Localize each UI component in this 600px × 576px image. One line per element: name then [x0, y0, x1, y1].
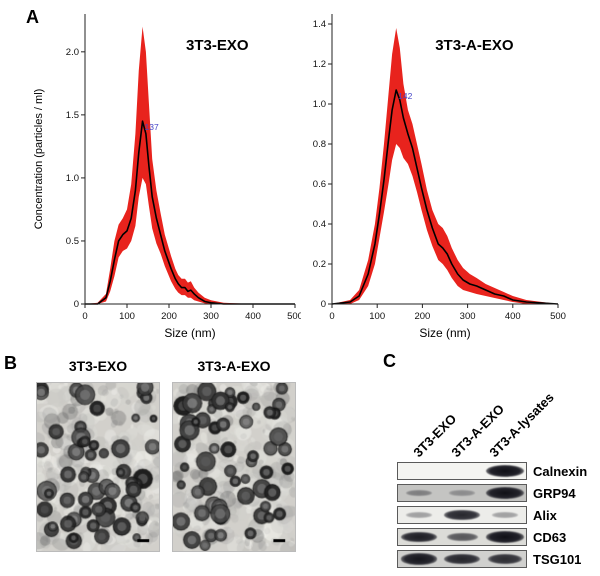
- svg-text:200: 200: [161, 311, 177, 322]
- blot-row-calnexin: Calnexin: [397, 462, 587, 480]
- svg-text:0.8: 0.8: [313, 139, 326, 150]
- em-title-3t3-a-exo: 3T3-A-EXO: [197, 358, 271, 374]
- svg-text:0.6: 0.6: [313, 179, 326, 190]
- svg-text:500: 500: [287, 311, 301, 322]
- blot-band: [446, 532, 478, 542]
- blot-band: [492, 512, 518, 518]
- svg-text:Size (nm): Size (nm): [164, 326, 215, 340]
- svg-text:400: 400: [505, 311, 521, 322]
- svg-text:1.0: 1.0: [66, 173, 79, 184]
- panel-b-label: B: [4, 353, 17, 373]
- svg-text:Size (nm): Size (nm): [419, 326, 470, 340]
- svg-text:400: 400: [245, 311, 261, 322]
- em-image-3t3-a-exo: [172, 382, 296, 552]
- nta-chart-3t3-exo: 0 0.5 1.0 1.5 2.0 0 100 200 300 400 500 Size (nm) Co…: [33, 14, 301, 340]
- svg-text:300: 300: [460, 311, 476, 322]
- svg-text:0.5: 0.5: [66, 236, 79, 247]
- lane-labels: 3T3-EXO 3T3-A-EXO 3T3-A-lysates: [397, 356, 597, 460]
- blot-strip-cd63: [397, 528, 527, 546]
- svg-text:500: 500: [550, 311, 566, 322]
- svg-text:142: 142: [398, 91, 412, 101]
- panel-a-label: A: [26, 7, 39, 27]
- lane-label-3t3-a-lysates: 3T3-A-lysates: [486, 389, 557, 460]
- svg-text:1.4: 1.4: [313, 19, 326, 30]
- panel-c: C 3T3-EXO 3T3-A-EXO 3T3-A-lysates Calnex…: [383, 350, 600, 576]
- blot-band: [486, 465, 524, 477]
- svg-text:1.2: 1.2: [313, 59, 326, 70]
- blot-strip-calnexin: [397, 462, 527, 480]
- blot-row-tsg101: TSG101: [397, 550, 587, 568]
- svg-text:2.0: 2.0: [66, 47, 79, 58]
- blot-label-cd63: CD63: [533, 529, 567, 545]
- blot-row-grp94: GRP94: [397, 484, 587, 502]
- svg-text:200: 200: [414, 311, 430, 322]
- nta-chart-3t3-a-exo: 0 0.2 0.4 0.6 0.8 1.0 1.2 1.4 0 100 200 300 400 500 Si…: [313, 14, 566, 340]
- blot-band: [486, 487, 524, 499]
- blot-band: [444, 553, 480, 565]
- blot-band: [401, 531, 437, 543]
- svg-text:1.0: 1.0: [313, 99, 326, 110]
- panel-b: B 3T3-EXO 3T3-A-EXO: [0, 350, 340, 576]
- blot-strip-alix: [397, 506, 527, 524]
- blot-band: [444, 509, 480, 521]
- svg-text:100: 100: [369, 311, 385, 322]
- blot-band: [486, 531, 524, 543]
- svg-text:137: 137: [145, 122, 159, 132]
- svg-text:300: 300: [203, 311, 219, 322]
- svg-text:1.5: 1.5: [66, 110, 79, 121]
- blot-band: [487, 553, 523, 565]
- blot-row-cd63: CD63: [397, 528, 587, 546]
- em-title-3t3-exo: 3T3-EXO: [68, 358, 128, 374]
- svg-text:0.2: 0.2: [313, 259, 326, 270]
- blot-strip-grp94: [397, 484, 527, 502]
- blot-label-tsg101: TSG101: [533, 551, 582, 567]
- blot-band: [405, 489, 433, 497]
- blot-band: [406, 512, 432, 518]
- svg-text:0: 0: [329, 311, 334, 322]
- svg-text:100: 100: [119, 311, 135, 322]
- svg-text:3T3-A-EXO: 3T3-A-EXO: [435, 37, 514, 54]
- svg-text:3T3-EXO: 3T3-EXO: [186, 37, 249, 54]
- blot-band: [400, 553, 438, 565]
- blot-label-alix: Alix: [533, 507, 557, 523]
- panel-c-label: C: [383, 351, 396, 371]
- em-image-3t3-exo: [36, 382, 160, 552]
- western-blots: Calnexin GRP94 Alix CD63 TSG101: [397, 462, 587, 572]
- blot-strip-tsg101: [397, 550, 527, 568]
- blot-band: [449, 490, 475, 496]
- svg-text:0: 0: [321, 299, 326, 310]
- blot-label-calnexin: Calnexin: [533, 463, 588, 479]
- blot-row-alix: Alix: [397, 506, 587, 524]
- svg-text:0.4: 0.4: [313, 219, 326, 230]
- blot-label-grp94: GRP94: [533, 485, 576, 501]
- svg-text:Concentration (particles / ml): Concentration (particles / ml): [33, 89, 45, 230]
- svg-text:0: 0: [74, 299, 79, 310]
- svg-text:0: 0: [82, 311, 87, 322]
